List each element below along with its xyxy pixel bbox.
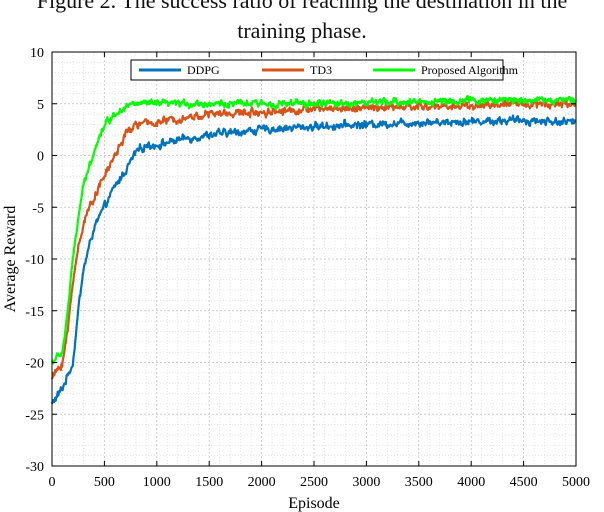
figure-caption-line-2: training phase.	[237, 18, 367, 43]
series-line-ddpg	[50, 114, 577, 405]
y-axis-label: Average Reward	[2, 206, 19, 313]
x-tick-label: 4500	[510, 475, 538, 490]
figure-caption-line-1: Figure 2. The success ratio of reaching …	[36, 0, 568, 13]
x-tick-label: 3500	[405, 475, 433, 490]
y-tick-label: 5	[37, 98, 44, 113]
x-tick-label: 1000	[143, 475, 171, 490]
y-tick-label: 0	[37, 150, 44, 165]
x-tick-label: 4000	[457, 475, 485, 490]
series-line-td3	[50, 98, 577, 380]
x-tick-label: 2000	[248, 475, 276, 490]
x-tick-label: 500	[94, 475, 115, 490]
x-axis-label: Episode	[288, 495, 340, 512]
y-tick-label: -30	[25, 460, 44, 475]
x-tick-label: 0	[49, 475, 56, 490]
y-tick-label: -5	[32, 201, 44, 216]
x-tick-label: 1500	[195, 475, 223, 490]
legend-label: DDPG	[187, 63, 220, 77]
x-axis-ticks: 0 500 1000 1500 2000 2500 3000 3500 4000 4500 5000	[49, 52, 590, 490]
x-tick-label: 3000	[352, 475, 380, 490]
y-tick-label: 10	[30, 46, 44, 61]
y-tick-label: -10	[25, 253, 44, 268]
series-layer	[50, 95, 577, 405]
y-tick-label: -25	[25, 408, 44, 423]
legend-box	[130, 59, 504, 81]
x-tick-label: 5000	[562, 475, 590, 490]
y-tick-label: -20	[25, 357, 44, 372]
legend-label: Proposed Algorithm	[421, 63, 519, 77]
x-tick-label: 2500	[300, 475, 328, 490]
legend: DDPG TD3 Proposed Algorithm	[130, 59, 519, 81]
y-axis-ticks: -30 -25 -20 -15 -10 -5 0 5 10	[25, 46, 576, 475]
legend-label: TD3	[310, 63, 332, 77]
y-tick-label: -15	[25, 305, 44, 320]
series-line-proposed-algorithm	[50, 95, 577, 365]
